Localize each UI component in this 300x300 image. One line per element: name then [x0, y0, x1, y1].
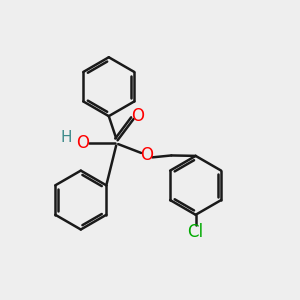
Text: O: O [76, 134, 89, 152]
Text: O: O [131, 107, 144, 125]
Text: H: H [60, 130, 72, 145]
Text: Cl: Cl [188, 224, 204, 242]
Text: O: O [141, 146, 154, 164]
